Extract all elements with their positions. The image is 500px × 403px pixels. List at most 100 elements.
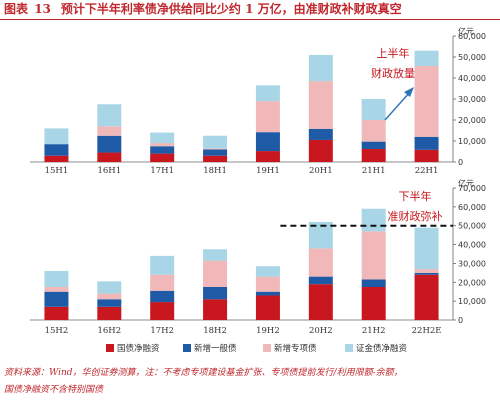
figure-label: 图表 <box>4 2 29 16</box>
bar-segment <box>150 274 175 291</box>
bar-segment <box>150 143 175 147</box>
bar-segment <box>414 274 439 320</box>
figure-title: 图表 13 预计下半年利率债净供给同比少约 1 万亿，由准财政补财政真空 <box>4 0 496 18</box>
bar-segment <box>203 155 228 162</box>
y-tick-label: 40,000 <box>458 241 486 250</box>
x-tick-label: 15H1 <box>45 166 69 176</box>
bar-segment <box>361 148 386 162</box>
bar-segment <box>361 208 386 232</box>
bar-segment <box>308 248 333 277</box>
source-line-2: 国债净融资不含特别国债 <box>4 385 104 395</box>
annotation-line-1: 下半年 <box>399 189 432 203</box>
legend-label: 证金债净融资 <box>356 343 408 354</box>
bar-segment <box>308 54 333 82</box>
bar-segment <box>361 99 386 120</box>
bar-segment <box>361 120 386 142</box>
bar-segment <box>414 272 439 275</box>
bar-segment <box>255 291 280 296</box>
bar-segment <box>203 249 228 261</box>
y-tick-label: 0 <box>458 316 463 325</box>
bar-segment <box>44 291 69 307</box>
legend-swatch <box>183 344 191 352</box>
bar-segment <box>203 148 228 150</box>
x-tick-label: 17H2 <box>150 326 174 336</box>
bar-segment <box>255 132 280 152</box>
x-tick-label: 19H1 <box>256 166 280 176</box>
bar-segment <box>414 269 439 273</box>
bar-segment <box>44 306 69 320</box>
bar-segment <box>255 266 280 277</box>
figure-title-text: 预计下半年利率债净供给同比少约 1 万亿，由准财政补财政真空 <box>60 2 402 16</box>
legend-label: 新增一般债 <box>194 343 237 354</box>
annotation-arrow-shaft <box>384 91 411 121</box>
bar-segment <box>150 153 175 162</box>
bar-segment <box>361 231 386 280</box>
x-tick-label: 22H1 <box>415 166 439 176</box>
title-rule <box>0 19 500 20</box>
bar-segment <box>97 135 122 153</box>
legend-swatch <box>106 344 114 352</box>
bar-segment <box>97 299 122 307</box>
bar-segment <box>97 104 122 127</box>
bar-segment <box>255 85 280 102</box>
bar-segment <box>255 101 280 133</box>
bar-segment <box>44 270 69 287</box>
x-tick-label: 19H2 <box>256 326 280 336</box>
legend-swatch <box>263 344 271 352</box>
bar-segment <box>308 284 333 320</box>
bar-segment <box>414 50 439 67</box>
bar-segment <box>203 149 228 156</box>
bar-segment <box>308 128 333 140</box>
annotation-arrow-head <box>404 87 414 97</box>
bar-segment <box>97 293 122 300</box>
bar-segment <box>97 126 122 136</box>
source-line-1: 资料来源：Wind，华创证券测算，注：不考虑专项建设基金扩张、专项债提前发行/利… <box>4 368 403 378</box>
x-tick-label: 16H2 <box>97 326 121 336</box>
figure-number: 13 <box>34 2 51 16</box>
annotation-line-2: 准财政弥补 <box>388 209 443 223</box>
bar-segment <box>150 146 175 154</box>
bar-segment <box>308 81 333 129</box>
bar-segment <box>150 302 175 320</box>
y-tick-label: 10,000 <box>458 137 486 146</box>
bar-segment <box>44 155 69 162</box>
bar-segment <box>44 144 69 156</box>
bar-segment <box>203 299 228 320</box>
bar-segment <box>255 151 280 162</box>
y-tick-label: 30,000 <box>458 259 486 268</box>
bar-segment <box>150 290 175 303</box>
bar-segment <box>414 136 439 150</box>
x-tick-label: 20H1 <box>309 166 333 176</box>
bar-segment <box>203 135 228 149</box>
y-tick-label: 20,000 <box>458 278 486 287</box>
bar-segment <box>97 306 122 320</box>
x-tick-label: 18H2 <box>203 326 227 336</box>
bar-segment <box>97 152 122 162</box>
source-note: 资料来源：Wind，华创证券测算，注：不考虑专项建设基金扩张、专项债提前发行/利… <box>4 365 498 399</box>
bar-segment <box>44 287 69 292</box>
legend-swatch <box>345 344 353 352</box>
bar-segment <box>203 287 228 300</box>
y-unit-label: 亿元 <box>458 26 474 36</box>
y-tick-label: 0 <box>458 158 463 167</box>
bar-segment <box>361 141 386 149</box>
annotation-line-1: 上半年 <box>377 46 410 60</box>
y-tick-label: 70,000 <box>458 184 486 193</box>
y-tick-label: 20,000 <box>458 116 486 125</box>
bar-segment <box>414 66 439 137</box>
x-tick-label: 22H2E <box>412 326 442 336</box>
y-tick-label: 60,000 <box>458 203 486 212</box>
x-tick-label: 18H1 <box>203 166 227 176</box>
legend-label: 新增专项债 <box>274 343 317 354</box>
y-tick-label: 30,000 <box>458 95 486 104</box>
y-tick-label: 50,000 <box>458 53 486 62</box>
x-tick-label: 16H1 <box>97 166 121 176</box>
x-tick-label: 20H2 <box>309 326 333 336</box>
annotation-line-2: 财政放量 <box>371 66 415 80</box>
bar-segment <box>361 287 386 320</box>
bar-segment <box>308 139 333 162</box>
x-tick-label: 15H2 <box>45 326 69 336</box>
y-tick-label: 10,000 <box>458 297 486 306</box>
legend-label: 国债净融资 <box>117 343 160 354</box>
